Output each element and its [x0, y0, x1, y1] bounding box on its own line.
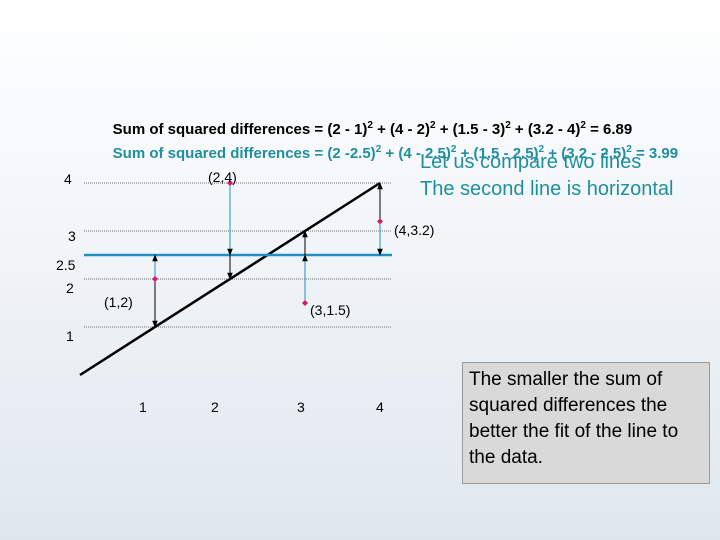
eq1-term-4: + (3.2 - 4): [510, 121, 581, 138]
eq2-term-3: + (1.5 - 2.5): [456, 145, 539, 162]
eq1-exp-2: 2: [430, 120, 436, 131]
eq2-exp-1: 2: [375, 144, 382, 155]
point-label-3-1.5: (3,1.5): [310, 302, 351, 318]
y-tick-2-5: 2.5: [56, 257, 76, 273]
point-label-4-3.2: (4,3.2): [394, 222, 435, 238]
x-tick-3: 3: [297, 399, 305, 415]
eq1-term-2: + (4 - 2): [372, 121, 431, 138]
x-tick-1: 1: [139, 399, 147, 415]
eq2-exp-4: 2: [626, 144, 632, 155]
eq2-term-2: + (4 - 2.5): [381, 145, 451, 162]
sum-of-squares-line-2: Sum of squared differences = (2 -2.5)2 +…: [96, 127, 678, 179]
eq1-exp-4: 2: [580, 120, 586, 131]
data-point-3: [302, 300, 308, 306]
eq2-term-4: + (3.2 - 2.5): [544, 145, 627, 162]
sum-of-squares-line-1: Sum of squared differences = (2 - 1)2 + …: [96, 103, 633, 155]
eq1-result: = 6.89: [585, 121, 633, 138]
note-box: The smaller the sum of squared differenc…: [462, 362, 710, 484]
data-point-2: [227, 180, 233, 186]
eq1-term-1: (2 - 1): [327, 121, 368, 138]
eq2-prefix: Sum of squared differences =: [112, 145, 328, 162]
eq1-term-3: + (1.5 - 3): [435, 121, 506, 138]
x-tick-4: 4: [376, 399, 384, 415]
y-tick-2: 2: [66, 280, 74, 296]
eq1-exp-3: 2: [505, 120, 511, 131]
x-tick-2: 2: [211, 399, 219, 415]
point-label-1-2: (1,2): [104, 294, 133, 310]
point-label-2-4: (2,4): [208, 169, 237, 185]
eq2-term-1: (2 -2.5): [327, 145, 376, 162]
y-tick-1: 1: [66, 328, 74, 344]
eq1-prefix: Sum of squared differences =: [112, 121, 328, 138]
data-point-4: [377, 218, 383, 225]
eq2-exp-2: 2: [450, 144, 457, 155]
data-point-1: [152, 276, 158, 282]
heading-horizontal: The second line is horizontal: [420, 178, 674, 200]
eq2-exp-3: 2: [538, 144, 545, 155]
eq2-result: = 3.99: [631, 145, 679, 162]
heading-compare: Let us compare two lines: [420, 151, 642, 173]
y-tick-3: 3: [68, 228, 76, 244]
y-tick-4: 4: [64, 171, 72, 187]
eq1-exp-1: 2: [367, 120, 373, 131]
